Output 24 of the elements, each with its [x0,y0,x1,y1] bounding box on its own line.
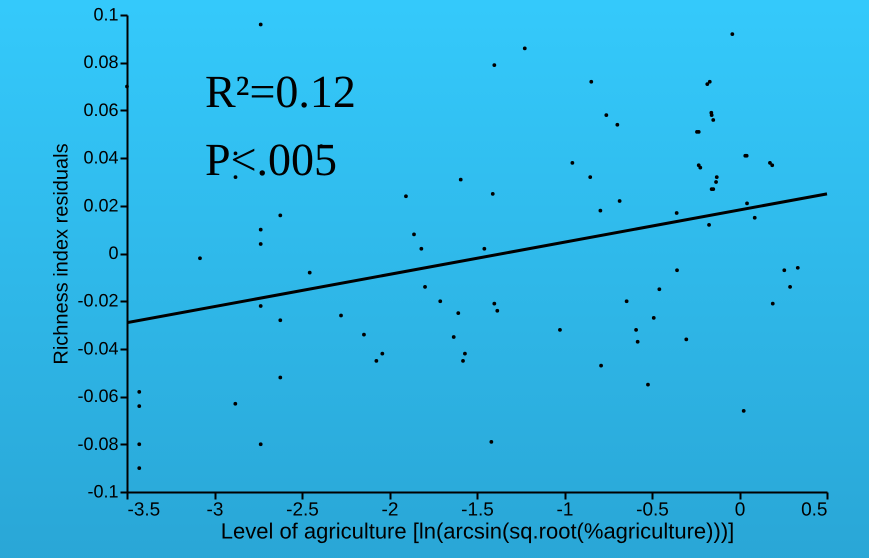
y-tick-label: -0.1 [87,482,118,502]
x-tick-label: -2 [382,500,398,520]
x-tick-label: -3 [206,500,224,520]
y-tick-label: 0.06 [83,100,118,120]
x-tick-label: -1.5 [461,500,494,520]
y-tick-label: 0 [108,243,118,263]
x-tick-label: -3.5 [128,500,160,520]
y-tick-label: 0.08 [83,52,118,72]
y-tick-label: -0.06 [77,386,118,406]
x-tick-label: -2.5 [286,500,319,520]
y-tick-label: 0.04 [83,148,118,168]
y-axis-title: Richness index residuals [50,143,72,365]
y-tick-label: -0.02 [77,290,118,311]
y-tick-label: -0.04 [77,338,118,358]
x-tick-label: 0 [734,500,746,520]
x-tick-label: -1 [556,500,574,520]
annotation: R²=0.12 [205,66,356,117]
x-tick-label: 0.5 [801,500,828,520]
x-axis-title: Level of agriculture [ln(arcsin(sq.root(%agriculture)))] [220,518,734,544]
y-tick-label: -0.08 [77,434,118,454]
y-tick-label: 0.02 [83,195,118,216]
y-tick-label: 0.1 [93,4,118,24]
x-tick-label: -0.5 [636,500,669,520]
annotation: P<.005 [205,134,338,185]
